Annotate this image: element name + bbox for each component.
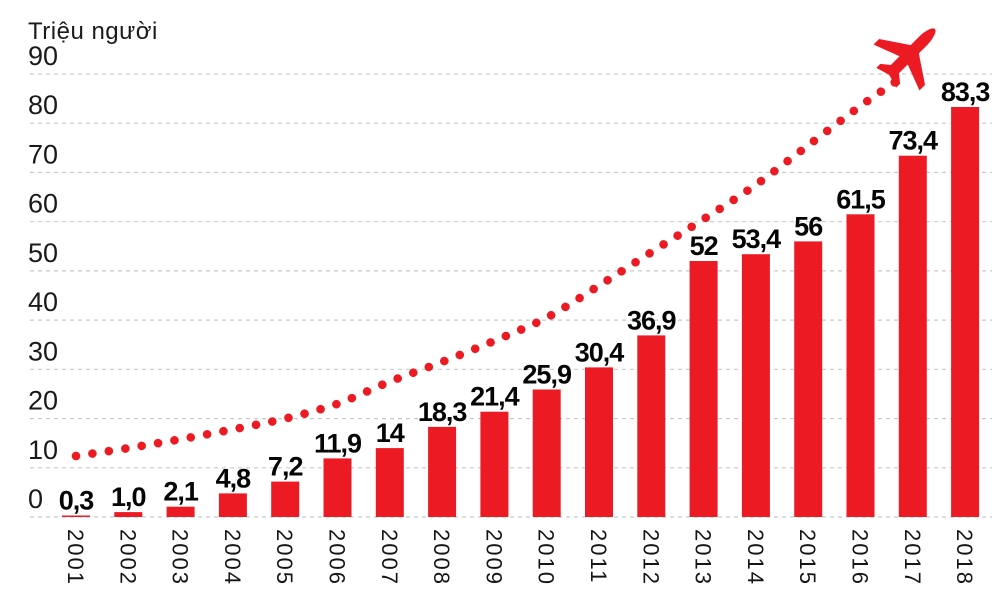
- x-tick-label: 2011: [586, 529, 611, 584]
- x-tick-label: 2017: [900, 529, 925, 586]
- x-tick-label: 2010: [534, 529, 559, 586]
- y-tick-label: 70: [28, 139, 58, 169]
- x-tick-label: 2009: [481, 529, 506, 586]
- value-label: 2,1: [163, 477, 199, 507]
- y-tick-label: 40: [28, 287, 58, 317]
- x-tick-label: 2004: [220, 529, 245, 586]
- x-tick-label: 2014: [743, 529, 768, 586]
- bar-2006: [323, 458, 352, 517]
- value-label: 25,9: [522, 360, 572, 390]
- bar-2015: [794, 241, 823, 517]
- y-tick-label: 60: [28, 189, 58, 219]
- bar-2003: [166, 506, 195, 517]
- bar-2009: [480, 411, 509, 517]
- x-tick-label: 2003: [168, 529, 193, 586]
- bar-2013: [689, 261, 718, 517]
- value-label: 11,9: [314, 428, 362, 458]
- value-label: 83,3: [941, 77, 991, 107]
- value-label: 4,8: [216, 463, 252, 493]
- bar-2010: [532, 389, 561, 517]
- value-label: 56: [794, 211, 823, 241]
- bars: [62, 107, 980, 518]
- x-tick-label: 2001: [63, 529, 88, 586]
- gridlines: [30, 73, 992, 518]
- y-tick-label: 10: [28, 435, 58, 465]
- bar-2017: [898, 155, 927, 517]
- value-label: 21,4: [470, 382, 520, 412]
- airplane-icon: [873, 28, 936, 91]
- bar-2004: [218, 493, 247, 517]
- bar-2007: [375, 448, 404, 517]
- value-label: 14: [376, 418, 405, 448]
- bar-2018: [951, 107, 980, 517]
- value-label: 61,5: [836, 184, 886, 214]
- bar-2016: [846, 214, 875, 518]
- y-axis-title: Triệu người: [28, 18, 158, 45]
- value-label: 1,0: [111, 482, 146, 512]
- x-tick-label: 2015: [795, 529, 820, 586]
- x-tick-label: 2008: [429, 529, 454, 586]
- bar-2011: [585, 367, 613, 517]
- y-tick-label: 90: [28, 41, 58, 71]
- bar-2001: [62, 515, 90, 517]
- value-label: 30,4: [575, 337, 625, 367]
- x-tick-label: 2013: [691, 529, 716, 586]
- y-axis-ticks: 0 10 20 30 40 50 60 70 80 90: [28, 41, 58, 514]
- y-tick-label: 30: [28, 336, 58, 366]
- bar-2008: [428, 426, 457, 517]
- value-label: 0,3: [59, 486, 95, 516]
- value-label: 73,4: [889, 126, 939, 156]
- y-tick-label: 50: [28, 238, 58, 268]
- x-tick-label: 2012: [638, 529, 663, 586]
- value-labels: 0,3 1,0 2,1 4,8 7,2 11,9 14 18,321,425,930,436,…: [59, 77, 992, 516]
- y-tick-label: 20: [28, 386, 58, 416]
- x-tick-label: 2002: [115, 529, 140, 586]
- x-tick-label: 2005: [272, 529, 297, 586]
- x-tick-label: 2016: [848, 529, 873, 586]
- x-tick-label: 2007: [377, 529, 402, 586]
- bar-2014: [741, 254, 770, 517]
- value-label: 7,2: [268, 452, 303, 482]
- x-tick-label: 2018: [952, 529, 977, 586]
- bar-2002: [114, 512, 143, 517]
- value-label: 18,3: [418, 397, 468, 427]
- y-tick-label: 80: [28, 90, 58, 120]
- value-label: 52: [690, 231, 718, 261]
- x-axis-labels: 2001 2002 2003 2004 2005 2006 2007 2008 2009 2010…: [63, 529, 977, 586]
- bar-2005: [271, 481, 300, 517]
- x-tick-label: 2006: [325, 529, 350, 586]
- y-tick-label: 0: [28, 484, 43, 514]
- bar-2012: [637, 335, 666, 517]
- value-label: 36,9: [627, 305, 677, 335]
- value-label: 53,4: [732, 224, 782, 254]
- trend-dotted-line: [71, 77, 901, 461]
